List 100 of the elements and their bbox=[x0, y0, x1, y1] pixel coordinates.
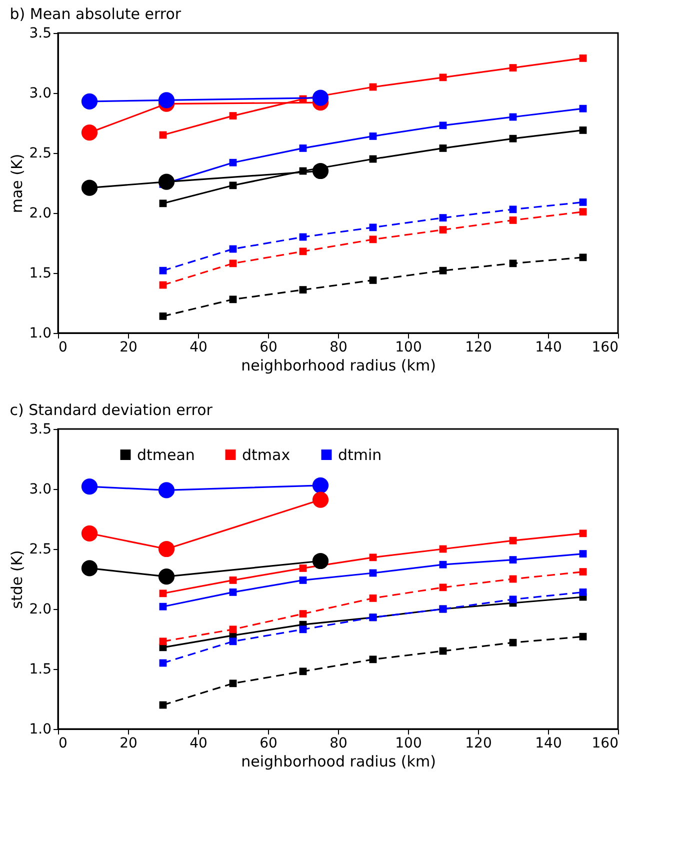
x-tick-label: 100 bbox=[395, 736, 422, 752]
y-tick-label: 3.0 bbox=[29, 86, 52, 102]
x-tick-label: 80 bbox=[330, 340, 348, 356]
point bbox=[81, 478, 98, 495]
y-tick-label: 3.5 bbox=[29, 422, 52, 438]
y-tick-label: 3.5 bbox=[29, 26, 52, 42]
point bbox=[229, 296, 237, 304]
point bbox=[509, 596, 517, 604]
point bbox=[229, 182, 237, 190]
y-tick-label: 2.0 bbox=[29, 206, 52, 222]
point bbox=[369, 224, 377, 232]
point bbox=[81, 124, 98, 141]
point bbox=[299, 576, 307, 584]
point bbox=[439, 584, 447, 592]
legend-label: dtmin bbox=[338, 446, 382, 464]
point bbox=[579, 632, 587, 640]
x-tick-label: 160 bbox=[592, 340, 618, 356]
point bbox=[579, 568, 587, 576]
point bbox=[159, 312, 167, 320]
x-tick-label: 140 bbox=[535, 340, 562, 356]
point bbox=[439, 214, 447, 222]
point bbox=[229, 638, 237, 646]
point bbox=[439, 122, 447, 130]
x-tick-label: 100 bbox=[395, 340, 422, 356]
point bbox=[158, 540, 175, 558]
y-tick-label: 3.0 bbox=[29, 482, 52, 498]
point bbox=[312, 477, 329, 494]
x-tick-label: 20 bbox=[120, 340, 138, 356]
x-tick-label: 80 bbox=[330, 736, 348, 752]
point bbox=[299, 286, 307, 294]
point bbox=[369, 656, 377, 664]
point bbox=[312, 90, 329, 106]
y-tick-label: 2.0 bbox=[29, 602, 52, 618]
y-tick-label: 1.5 bbox=[29, 662, 52, 678]
point bbox=[159, 200, 167, 208]
point bbox=[509, 206, 517, 214]
y-tick-label: 2.5 bbox=[29, 542, 52, 558]
point bbox=[158, 92, 175, 108]
y-tick-label: 2.5 bbox=[29, 146, 52, 162]
point bbox=[579, 530, 587, 538]
point bbox=[439, 226, 447, 234]
point bbox=[299, 668, 307, 676]
point bbox=[229, 112, 237, 120]
point bbox=[81, 180, 98, 196]
point bbox=[579, 254, 587, 262]
point bbox=[579, 550, 587, 558]
point bbox=[229, 680, 237, 688]
point bbox=[579, 588, 587, 596]
point bbox=[158, 174, 175, 190]
point bbox=[81, 560, 98, 576]
point bbox=[369, 276, 377, 284]
point bbox=[579, 126, 587, 134]
x-tick-label: 120 bbox=[465, 340, 492, 356]
point bbox=[509, 260, 517, 268]
y-tick-label: 1.0 bbox=[29, 326, 52, 342]
point bbox=[439, 144, 447, 152]
point bbox=[439, 560, 447, 568]
point bbox=[229, 626, 237, 634]
point bbox=[229, 260, 237, 268]
x-axis-title: neighborhood radius (km) bbox=[241, 752, 436, 770]
point bbox=[159, 590, 167, 598]
point bbox=[299, 610, 307, 618]
point bbox=[312, 552, 329, 570]
point bbox=[509, 638, 517, 646]
point bbox=[369, 554, 377, 562]
point bbox=[509, 64, 517, 72]
y-tick-label: 1.5 bbox=[29, 266, 52, 282]
legend-label: dtmean bbox=[137, 446, 195, 464]
point bbox=[509, 536, 517, 544]
y-axis-title: mae (K) bbox=[8, 154, 26, 214]
point bbox=[299, 564, 307, 572]
point bbox=[579, 54, 587, 62]
point bbox=[81, 93, 98, 110]
x-tick-label: 60 bbox=[260, 340, 278, 356]
point bbox=[509, 216, 517, 224]
point bbox=[299, 626, 307, 634]
point bbox=[299, 144, 307, 152]
point bbox=[312, 162, 329, 180]
x-tick-label: 40 bbox=[190, 736, 208, 752]
x-tick-label: 60 bbox=[260, 736, 278, 752]
point bbox=[159, 266, 167, 274]
x-tick-label: 140 bbox=[535, 736, 562, 752]
point bbox=[579, 198, 587, 206]
x-axis-title: neighborhood radius (km) bbox=[241, 356, 436, 374]
point bbox=[299, 248, 307, 256]
chart-title: b) Mean absolute error bbox=[10, 5, 182, 23]
point bbox=[369, 132, 377, 140]
point bbox=[509, 556, 517, 564]
y-axis-title: stde (K) bbox=[8, 550, 26, 609]
y-tick-label: 1.0 bbox=[29, 722, 52, 738]
x-tick-label: 0 bbox=[58, 736, 68, 752]
point bbox=[158, 568, 175, 585]
point bbox=[312, 492, 329, 508]
point bbox=[229, 158, 237, 166]
point bbox=[579, 208, 587, 216]
legend-label: dtmax bbox=[242, 446, 290, 464]
point bbox=[229, 576, 237, 584]
point bbox=[439, 74, 447, 82]
x-tick-label: 0 bbox=[58, 340, 68, 356]
point bbox=[159, 602, 167, 610]
